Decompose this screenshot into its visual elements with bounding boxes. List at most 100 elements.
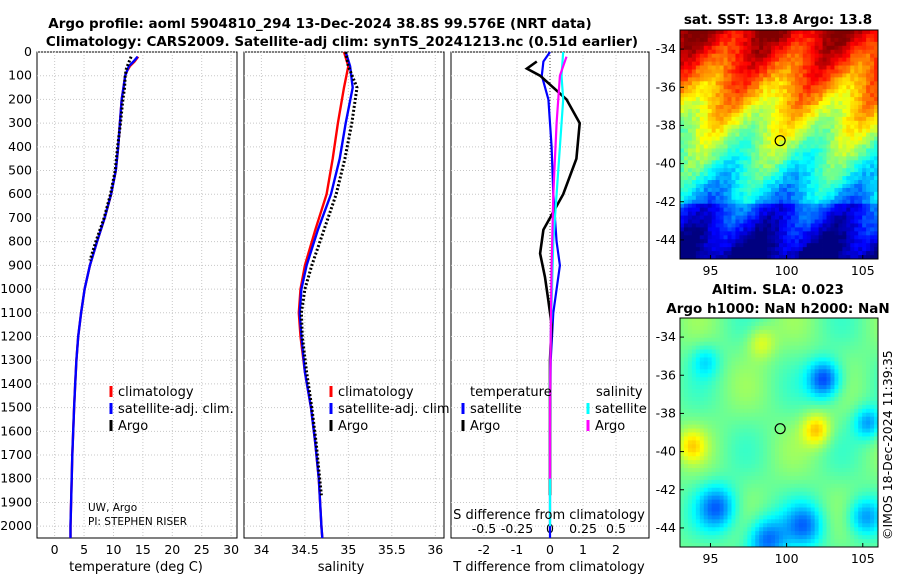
sst-cell [711,219,717,224]
sst-cell [691,156,697,161]
sst-cell [691,132,697,138]
sla-cell [759,329,764,335]
sst-cell [767,255,772,260]
sst-cell [711,183,717,189]
sla-cell [719,464,724,469]
pi-line1: UW, Argo [88,502,137,514]
sla-cell [707,349,713,354]
sst-cell [735,164,740,169]
sla-cell [838,432,843,437]
sla-cell [755,448,760,453]
sla-cell [822,464,827,469]
sst-cell [727,30,732,35]
sla-cell [743,318,748,323]
sst-cell [727,77,732,82]
sla-cell [858,404,863,410]
sst-cell [691,176,697,181]
sla-cell [790,349,796,354]
sla-cell [802,329,808,335]
sla-cell [818,400,823,406]
sst-cell [858,53,863,59]
sla-cell [723,341,728,347]
sst-cell [838,105,843,110]
sst-cell [786,140,792,145]
sla-cell [806,416,812,422]
sst-cell [790,65,796,70]
sst-cell [723,235,728,240]
sst-cell [699,215,705,220]
sst-cell [870,73,875,78]
sla-cell [786,416,792,422]
sla-cell [763,460,768,465]
sla-cell [727,385,732,390]
sst-cell [802,120,808,126]
sst-cell [822,128,827,134]
sst-cell [751,105,756,110]
sst-cell [683,140,689,145]
sla-cell [814,341,819,347]
sla-cell [759,396,764,402]
sla-cell [786,428,792,433]
sst-cell [723,160,728,165]
legend-satellite-label: satellite-adj. clim. [118,402,234,417]
sst-cell [711,160,717,165]
sla-cell [707,404,713,410]
sla-cell [782,353,788,358]
sst-cell [779,231,784,236]
sst-cell [755,45,760,51]
sla-cell [683,428,689,433]
sla-cell [699,440,705,445]
sla-cell [699,416,705,422]
sla-cell [759,420,764,426]
sla-cell [782,416,788,422]
sst-cell [751,97,756,102]
sst-cell [755,69,760,74]
sla-cell [862,341,867,347]
depth-tick-label: 1700 [0,447,32,462]
sst-cell [779,156,784,161]
sla-cell [699,341,705,347]
sst-cell [818,124,823,130]
sla-cell [735,341,740,347]
sst-cell [782,97,788,102]
sla-cell [874,448,879,453]
sst-cell [858,156,863,161]
sst-cell [680,108,685,114]
sla-cell [680,333,685,339]
sla-cell [719,400,724,406]
sst-cell [683,172,689,177]
sst-cell [759,120,764,126]
sla-cell [862,448,867,453]
sst-cell [723,140,728,145]
sst-cell [739,183,744,189]
sst-cell [779,57,784,62]
sst-cell [862,160,867,165]
sst-cell [763,140,768,145]
sst-cell [842,152,847,157]
sla-cell [735,436,740,441]
sst-cell [771,69,776,74]
sla-cell [782,361,788,366]
sst-cell [818,156,823,161]
sla-cell [707,412,713,418]
sst-cell [818,148,823,153]
sst-cell [779,132,784,138]
sst-cell [798,215,804,220]
sst-cell [763,120,768,126]
sla-cell [779,325,784,331]
sst-cell [874,124,879,130]
sla-cell [759,318,764,323]
sla-cell [691,341,697,347]
sst-cell [751,144,756,149]
sst-cell [790,243,796,248]
sst-cell [759,144,764,149]
sal-legend-argo-label: Argo [338,419,368,434]
sst-cell [771,191,776,197]
sst-cell [771,124,776,130]
sla-cell [699,361,705,366]
sst-cell [735,69,740,74]
sla-cell [862,325,867,331]
sla-cell [794,318,800,323]
sla-cell [695,412,701,418]
sst-cell [846,168,851,173]
